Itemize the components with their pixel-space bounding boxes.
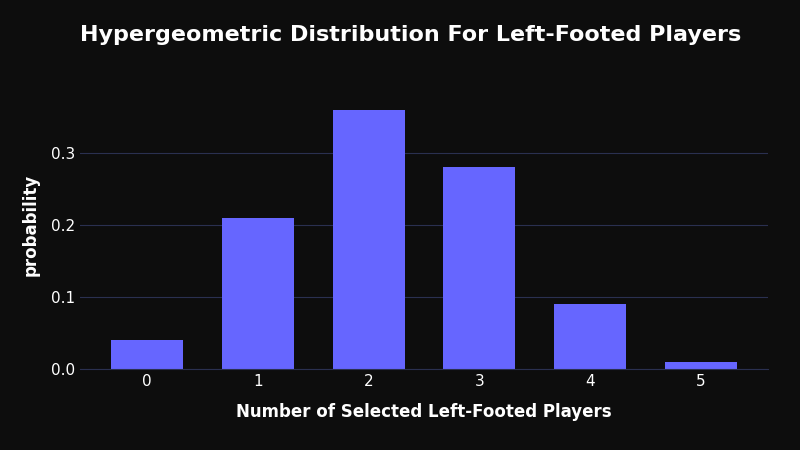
Text: Hypergeometric Distribution For Left-Footed Players: Hypergeometric Distribution For Left-Foo…: [80, 25, 742, 45]
X-axis label: Number of Selected Left-Footed Players: Number of Selected Left-Footed Players: [236, 403, 612, 421]
Bar: [443, 167, 515, 369]
Bar: [222, 218, 294, 369]
Bar: [333, 110, 405, 369]
Y-axis label: probability: probability: [22, 174, 40, 276]
Bar: [111, 340, 183, 369]
Bar: [554, 304, 626, 369]
Bar: [665, 362, 737, 369]
